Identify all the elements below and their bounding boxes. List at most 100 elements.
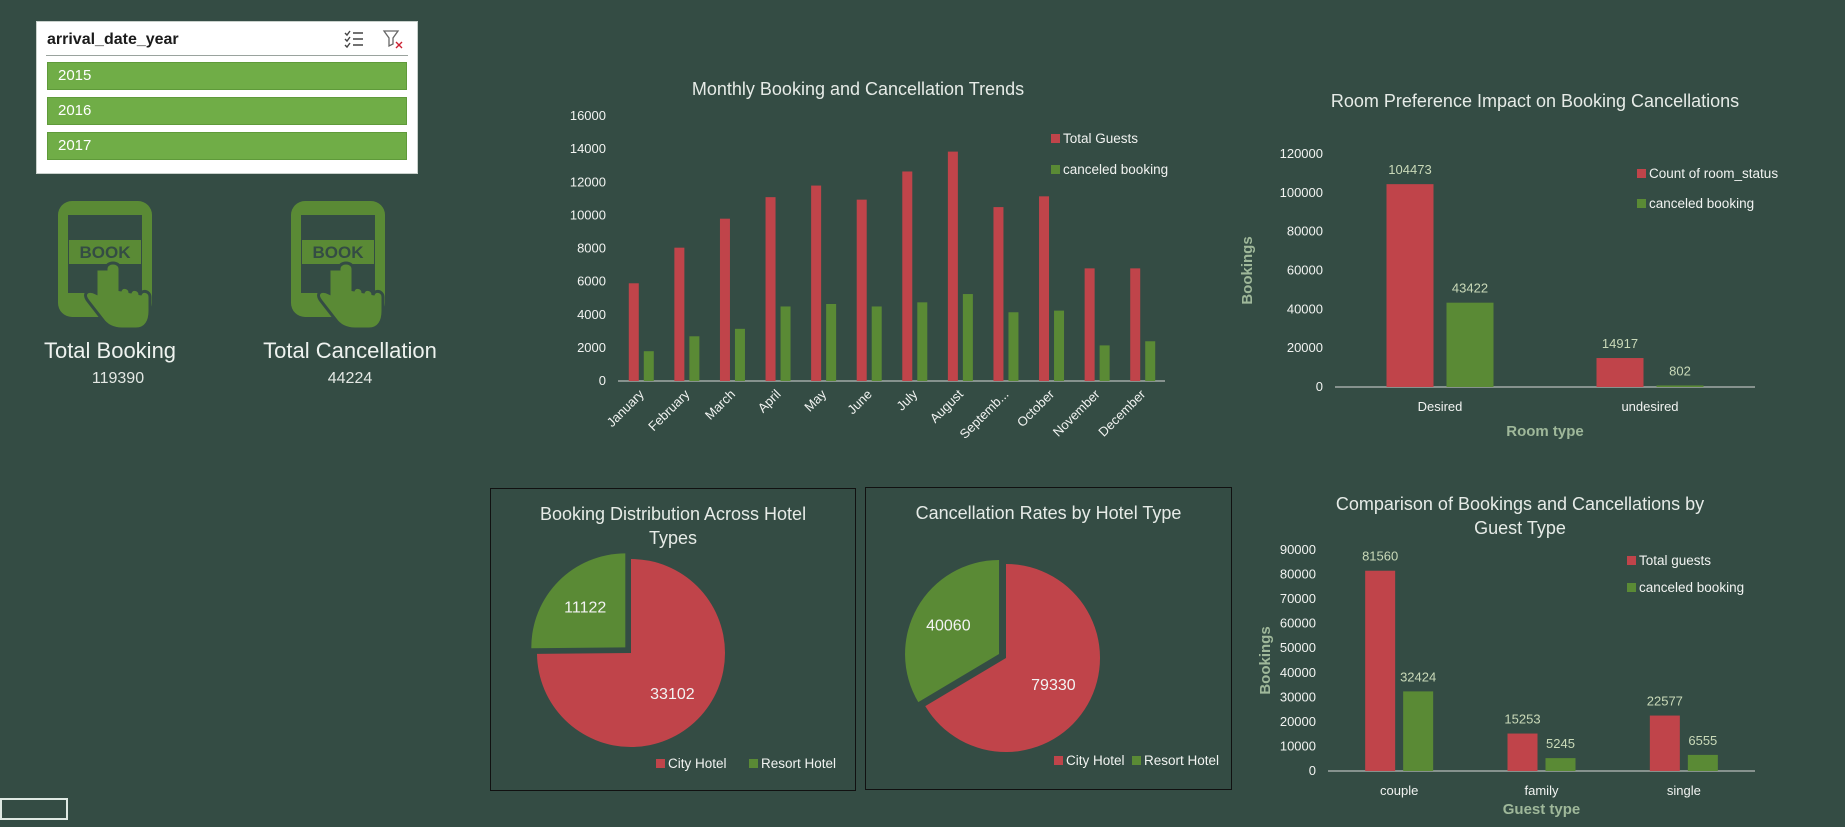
data-label: 43422 — [1452, 281, 1488, 296]
x-tick-label: November — [1050, 386, 1103, 439]
legend-swatch — [1627, 583, 1636, 592]
legend-label: Count of room_status — [1649, 166, 1778, 181]
bar-may-0 — [811, 185, 822, 381]
y-tick-label: 2000 — [577, 340, 606, 355]
pie-data-label: 33102 — [650, 686, 695, 703]
legend-swatch — [1051, 165, 1060, 174]
legend-label: Total Guests — [1063, 131, 1138, 146]
legend-swatch — [1627, 556, 1636, 565]
bar-november-0 — [1084, 268, 1095, 381]
bar-july-0 — [902, 171, 913, 381]
bar-february-1 — [689, 336, 700, 381]
pie-slice-resort-hotel — [531, 553, 626, 649]
x-tick-label: August — [927, 386, 966, 425]
y-tick-label: 0 — [599, 373, 606, 388]
book-touch-icon: BOOK — [291, 201, 385, 331]
total-cancellation-value: 44224 — [327, 370, 373, 387]
legend-swatch — [1637, 169, 1646, 178]
legend-swatch — [1054, 756, 1063, 765]
x-tick-label: July — [893, 386, 920, 413]
data-label: 22577 — [1647, 694, 1683, 709]
data-label: 104473 — [1388, 162, 1431, 177]
legend-label: City Hotel — [1066, 753, 1125, 768]
data-label: 14917 — [1602, 336, 1638, 351]
monthly-bar-chart: 0 2000 4000 6000 8000 10000 12000 14000 16000 Jan… — [570, 108, 1168, 442]
legend-label: Resort Hotel — [1144, 753, 1219, 768]
y-tick-label: 10000 — [1280, 738, 1316, 753]
legend-swatch — [1132, 756, 1141, 765]
slicer-item-2015[interactable]: 2015 — [47, 62, 407, 90]
pie-data-label: 79330 — [1031, 677, 1076, 694]
y-tick-label: 14000 — [570, 141, 606, 156]
y-tick-label: 6000 — [577, 274, 606, 289]
bar-december-1 — [1145, 341, 1156, 381]
y-tick-label: 20000 — [1280, 714, 1316, 729]
bar-couple-1 — [1403, 691, 1434, 771]
data-label: 81560 — [1362, 549, 1398, 564]
data-label: 6555 — [1688, 733, 1717, 748]
clear-filter-icon[interactable] — [382, 28, 404, 50]
year-slicer: arrival_date_year 2015 2016 2017 — [36, 21, 418, 174]
total-booking-value: 119390 — [91, 370, 145, 387]
pie-slice-resort-hotel — [905, 560, 1000, 703]
y-tick-label: 20000 — [1287, 340, 1323, 355]
room-chart-title: Room Preference Impact on Booking Cancel… — [1330, 91, 1740, 111]
bar-february-0 — [674, 247, 685, 381]
bar-family-0 — [1507, 733, 1538, 771]
cancel-pie-panel — [865, 487, 1232, 790]
bar-december-0 — [1130, 268, 1141, 381]
multi-select-icon[interactable] — [343, 28, 365, 50]
selected-cell[interactable] — [0, 798, 68, 820]
x-tick-label: undesired — [1621, 399, 1678, 414]
bar-april-1 — [780, 306, 791, 381]
x-tick-label: June — [844, 387, 875, 418]
room-bar-chart: 0 20000 40000 60000 80000 100000 120000 104473 4… — [1239, 146, 1778, 440]
x-tick-label: March — [702, 387, 738, 423]
y-tick-label: 90000 — [1280, 542, 1316, 557]
bar-january-0 — [628, 283, 639, 381]
y-tick-label: 40000 — [1280, 665, 1316, 680]
x-tick-label: couple — [1380, 783, 1418, 798]
bar-desired-0 — [1386, 184, 1434, 387]
bar-septemb-1 — [1008, 312, 1019, 381]
y-axis-title: Bookings — [1239, 236, 1256, 304]
bar-october-0 — [1039, 196, 1050, 381]
bar-march-0 — [719, 218, 730, 381]
x-tick-label: May — [801, 386, 829, 414]
y-tick-label: 60000 — [1280, 616, 1316, 631]
pie-data-label: 40060 — [926, 617, 971, 634]
slicer-item-2017[interactable]: 2017 — [47, 132, 407, 160]
cancel-pie-chart: 79330 40060 City Hotel Resort Hotel — [905, 560, 1219, 768]
data-label: 32424 — [1400, 669, 1436, 684]
slicer-divider — [46, 55, 408, 56]
bar-january-1 — [643, 351, 654, 381]
x-tick-label: October — [1014, 386, 1058, 430]
y-tick-label: 60000 — [1287, 263, 1323, 278]
total-booking-label: Total Booking — [43, 338, 177, 363]
guest-chart-title: Comparison of Bookings and Cancellations… — [1335, 494, 1705, 538]
y-tick-label: 8000 — [577, 241, 606, 256]
bar-couple-0 — [1365, 570, 1396, 771]
legend-label: City Hotel — [668, 756, 727, 771]
bar-family-1 — [1545, 758, 1576, 771]
y-axis-title: Bookings — [1257, 626, 1274, 694]
legend-label: Resort Hotel — [761, 756, 836, 771]
bar-single-0 — [1649, 715, 1680, 771]
book-icon-text: BOOK — [313, 243, 365, 262]
bar-june-0 — [856, 199, 867, 381]
legend-swatch — [1051, 134, 1060, 143]
y-tick-label: 70000 — [1280, 591, 1316, 606]
bar-march-1 — [734, 328, 745, 381]
monthly-chart-title: Monthly Booking and Cancellation Trends — [691, 79, 1025, 99]
total-cancellation-label: Total Cancellation — [263, 338, 437, 363]
slicer-item-2016[interactable]: 2016 — [47, 97, 407, 125]
book-touch-icon: BOOK — [58, 201, 152, 331]
hotel-pie-title: Booking Distribution Across Hotel Types — [539, 504, 807, 548]
legend-swatch — [1637, 199, 1646, 208]
book-icon-text: BOOK — [80, 243, 132, 262]
x-tick-label: December — [1095, 386, 1148, 439]
legend-label: canceled booking — [1063, 162, 1168, 177]
bar-desired-1 — [1446, 302, 1494, 387]
legend-label: canceled booking — [1649, 196, 1754, 211]
x-tick-label: Septemb... — [957, 387, 1012, 442]
